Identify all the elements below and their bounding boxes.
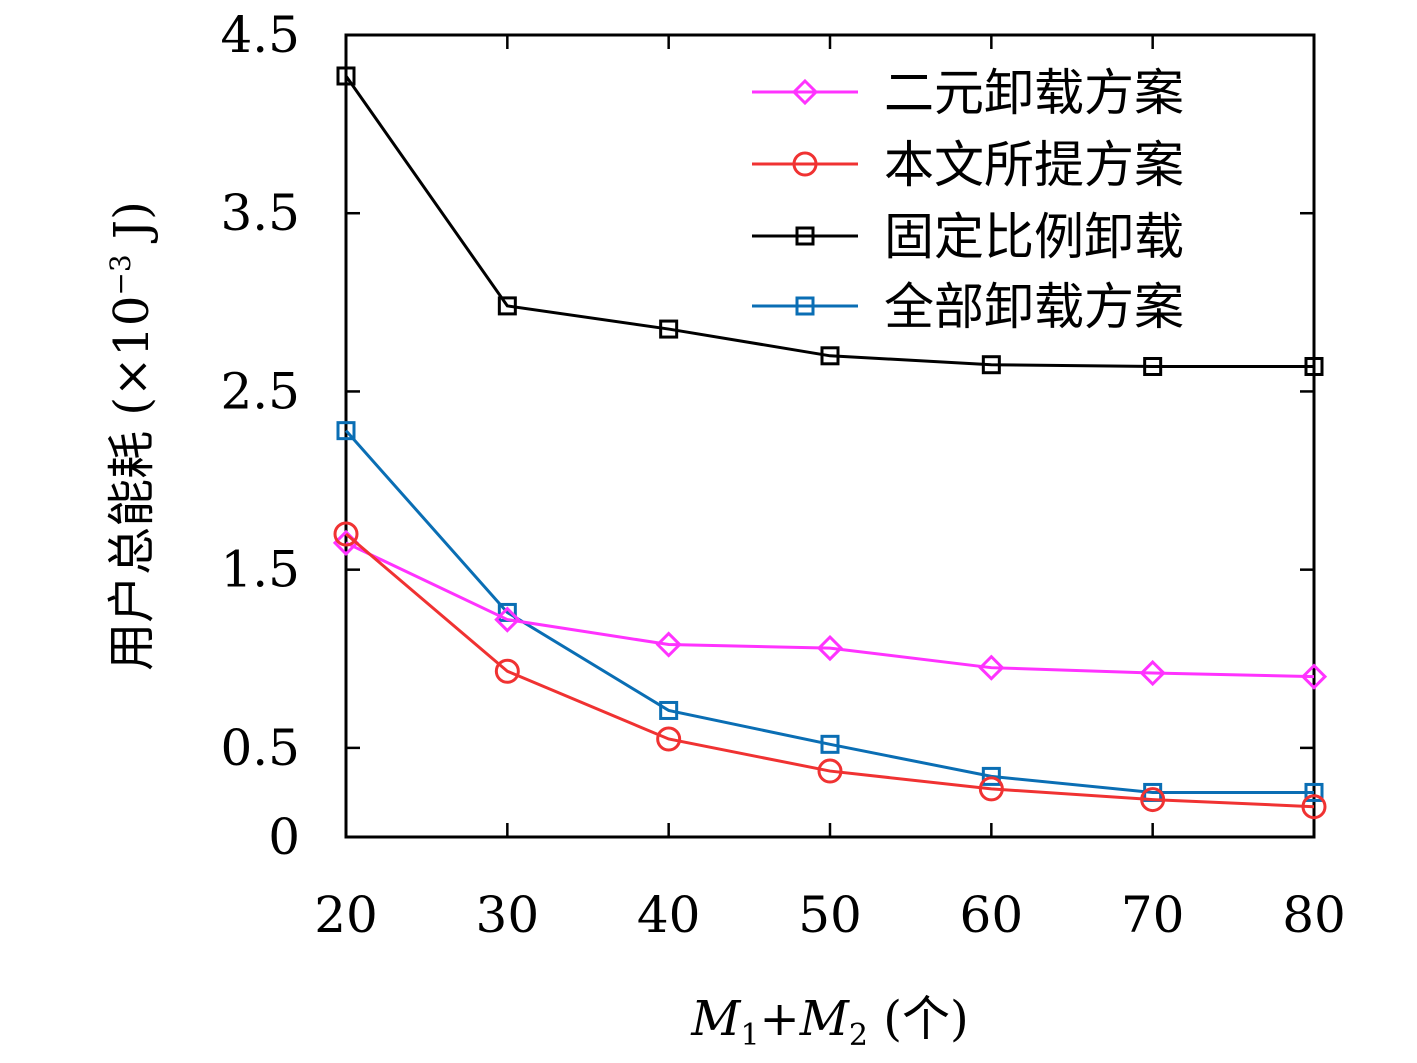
- legend-item: 本文所提方案: [752, 136, 1184, 194]
- series-line: [344, 429, 1314, 794]
- data-point: [336, 421, 356, 441]
- data-point: [978, 654, 1005, 681]
- data-point: [655, 631, 682, 658]
- data-point: [981, 766, 1001, 786]
- x-tick-label: 40: [637, 886, 701, 944]
- series-1: [332, 529, 1328, 690]
- data-point: [978, 776, 1004, 802]
- y-axis-title: 用户总能耗 (×10−3 J): [104, 201, 160, 671]
- axis-ticks: 20 30 40 50 60 70 80 0 0.5 1.5 2.5 3.5 4.5: [220, 6, 1345, 944]
- series-line: [344, 75, 1314, 368]
- x-axis-title: M1+M2 (个): [690, 991, 968, 1053]
- data-point: [1301, 794, 1327, 820]
- legend-marker: [791, 78, 819, 106]
- data-point: [494, 658, 520, 684]
- data-point: [817, 758, 843, 784]
- legend-label: 二元卸载方案: [884, 64, 1184, 122]
- data-point: [820, 346, 840, 366]
- y-tick-label: 4.5: [220, 6, 300, 64]
- legend-item: 全部卸载方案: [752, 278, 1184, 336]
- x-tick-label: 20: [314, 886, 378, 944]
- data-point: [1300, 663, 1328, 690]
- y-tick-label: 1.5: [220, 541, 300, 599]
- data-point: [1304, 782, 1324, 802]
- series-2: [333, 521, 1327, 820]
- legend-item: 二元卸载方案: [752, 64, 1184, 122]
- legend-item: 固定比例卸载: [752, 208, 1184, 266]
- series-line: [345, 541, 1315, 679]
- data-point: [333, 521, 359, 547]
- data-point: [1140, 787, 1166, 813]
- data-point: [816, 634, 844, 662]
- data-point: [656, 726, 682, 752]
- x-tick-label: 60: [960, 886, 1024, 944]
- x-tick-label: 70: [1121, 886, 1185, 944]
- series-layer: [332, 66, 1328, 820]
- y-tick-label: 0: [268, 808, 300, 866]
- x-tick-label: 80: [1282, 886, 1346, 944]
- data-point: [1139, 659, 1166, 687]
- legend-label: 全部卸载方案: [884, 278, 1184, 336]
- data-point: [820, 734, 840, 754]
- data-point: [494, 606, 521, 633]
- data-point: [497, 296, 517, 316]
- x-tick-label: 30: [476, 886, 540, 944]
- legend-label: 本文所提方案: [884, 136, 1184, 194]
- y-tick-label: 2.5: [220, 362, 300, 420]
- legend-marker: [792, 151, 818, 177]
- y-tick-label: 3.5: [220, 184, 300, 242]
- legend-marker: [795, 296, 815, 316]
- legend-marker: [795, 226, 815, 246]
- data-point: [659, 319, 679, 339]
- series-line: [345, 532, 1315, 809]
- series-3: [336, 66, 1324, 376]
- y-tick-label: 0.5: [220, 719, 300, 777]
- series-4: [336, 421, 1324, 802]
- data-point: [1143, 356, 1163, 376]
- data-point: [659, 700, 679, 720]
- data-point: [1304, 356, 1324, 376]
- data-point: [336, 66, 356, 86]
- data-point: [981, 355, 1001, 375]
- legend-label: 固定比例卸载: [884, 208, 1184, 266]
- x-tick-label: 50: [798, 886, 862, 944]
